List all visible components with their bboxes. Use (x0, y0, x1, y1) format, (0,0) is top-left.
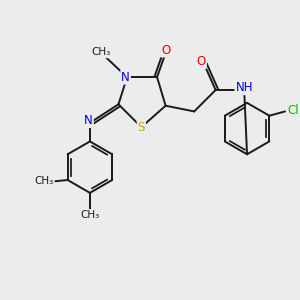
Text: S: S (138, 121, 145, 134)
Text: CH₃: CH₃ (80, 210, 100, 220)
Text: N: N (84, 114, 93, 127)
Text: O: O (197, 55, 206, 68)
Text: N: N (121, 70, 130, 84)
Text: O: O (161, 44, 170, 56)
Text: CH₃: CH₃ (91, 47, 110, 57)
Text: CH₃: CH₃ (34, 176, 54, 186)
Text: Cl: Cl (287, 103, 299, 116)
Text: NH: NH (236, 81, 253, 94)
